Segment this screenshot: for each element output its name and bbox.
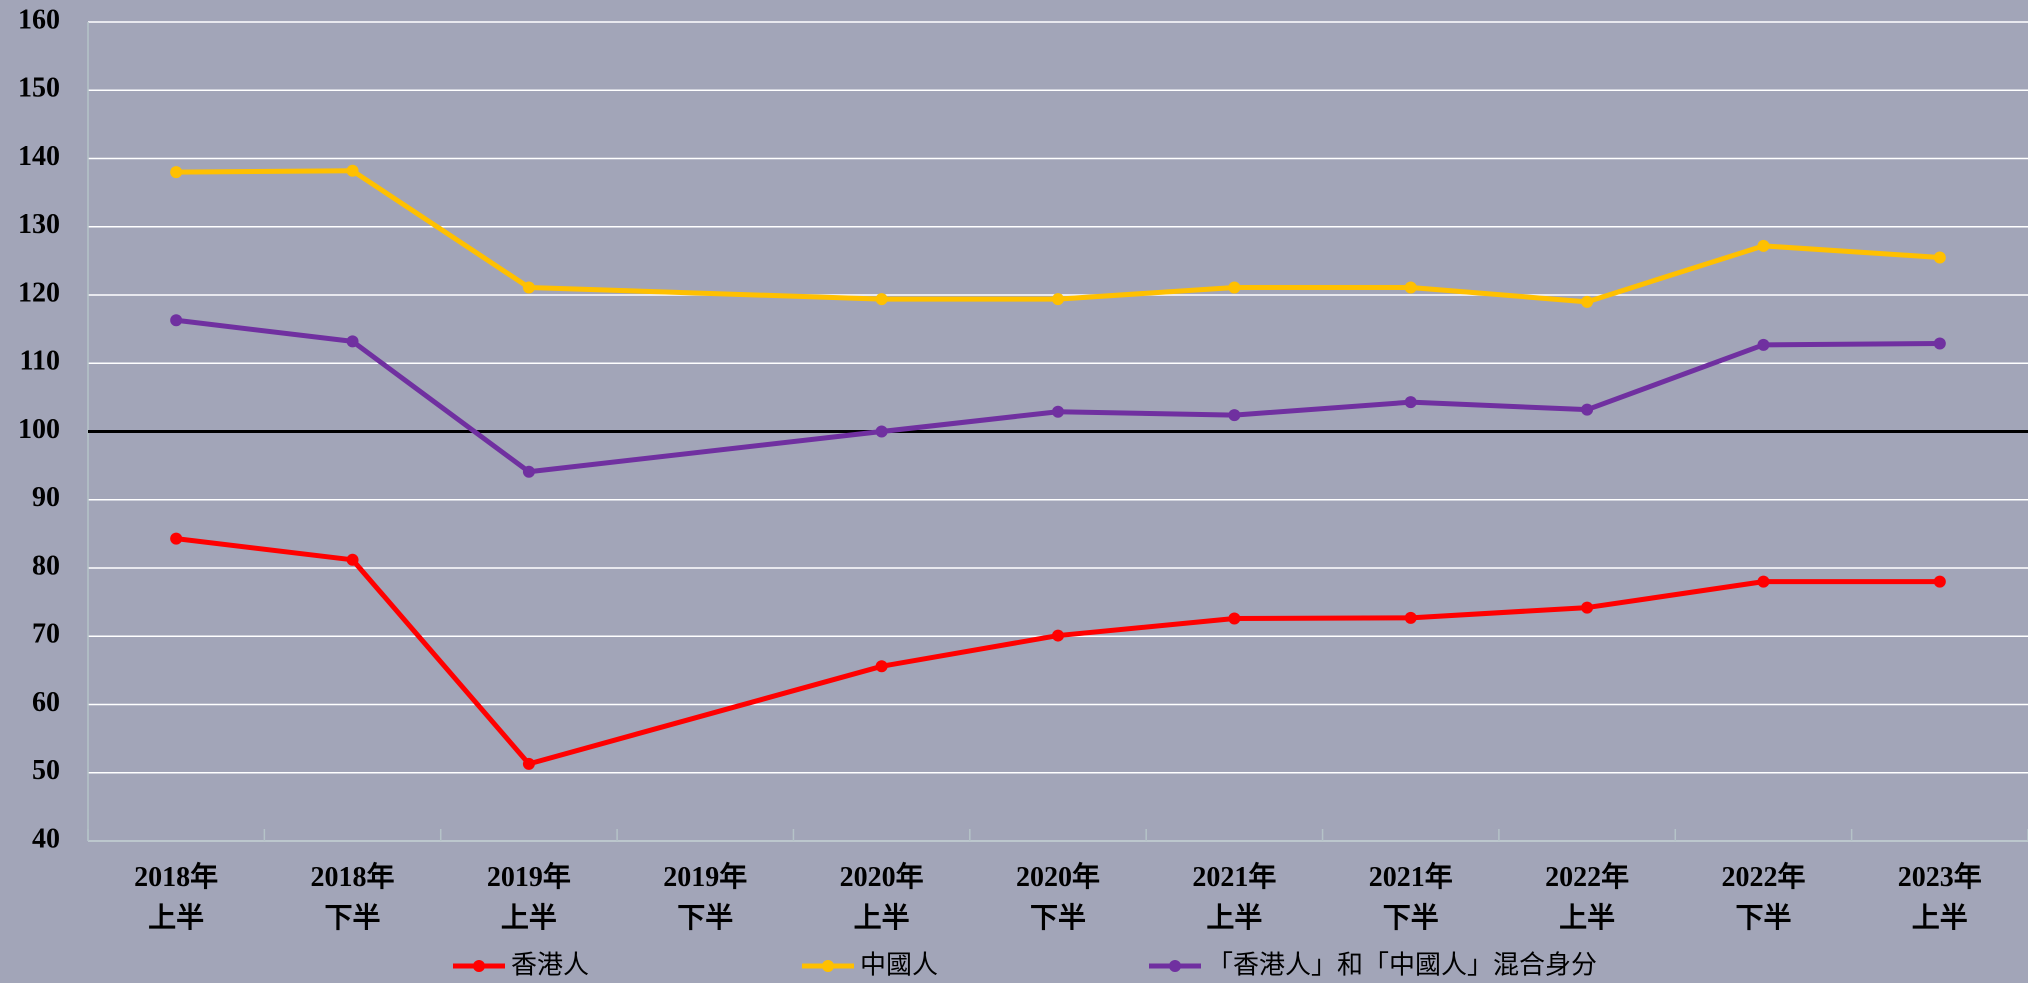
line-segment: [1408, 284, 1590, 305]
point: [346, 553, 359, 566]
x-tick-label: 2020年上半: [840, 860, 924, 934]
y-tick-label: 70: [32, 619, 60, 650]
point: [522, 465, 535, 478]
point: [1404, 611, 1417, 624]
y-tick-label: 100: [18, 414, 60, 445]
point: [522, 757, 535, 770]
line-segment: [526, 284, 885, 302]
point: [1404, 396, 1417, 409]
y-tick-label: 110: [20, 346, 60, 377]
line-segment: [1584, 243, 1766, 305]
point: [1052, 629, 1064, 642]
legend-marker: [822, 960, 834, 972]
line-segment: [1584, 579, 1766, 611]
y-tick-label: 140: [18, 141, 60, 172]
y-tick-label: 50: [32, 755, 60, 786]
point: [1933, 251, 1946, 264]
line-segment: [350, 338, 532, 475]
point: [1581, 295, 1594, 308]
line-segment: [1408, 399, 1590, 413]
line-segment: [173, 317, 356, 344]
line-segment: [350, 168, 532, 290]
point: [170, 314, 183, 327]
line-segment: [1055, 284, 1237, 302]
y-tick-label: 60: [32, 687, 60, 718]
point: [1757, 575, 1770, 588]
y-tick-label: 80: [32, 550, 60, 581]
y-tick-label: 90: [32, 482, 60, 513]
line-segment: [526, 663, 885, 767]
line-segment: [1760, 243, 1943, 260]
line-segment: [879, 633, 1061, 669]
point: [1933, 575, 1946, 588]
point: [1052, 405, 1064, 418]
legend-label: 中國人: [860, 951, 938, 981]
line-segment: [173, 536, 356, 563]
x-tick-label: 2018年上半: [134, 860, 218, 934]
point: [170, 166, 183, 179]
line-segment: [1055, 409, 1237, 418]
line-segment: [1408, 605, 1590, 621]
y-tick-label: 130: [18, 209, 60, 240]
point: [875, 293, 888, 306]
point: [1581, 403, 1594, 416]
legend-label: 香港人: [511, 951, 589, 981]
line-segment: [1584, 342, 1766, 413]
x-tick-label: 2023年上半: [1898, 860, 1982, 934]
y-tick-label: 160: [18, 4, 60, 35]
x-tick-label: 2022年上半: [1545, 860, 1629, 934]
point: [522, 281, 535, 294]
line-segment: [173, 168, 356, 175]
point: [1404, 281, 1417, 294]
line-segment: [526, 429, 885, 475]
point: [1228, 612, 1241, 625]
point: [1581, 601, 1594, 614]
x-tick-label: 2019年上半: [487, 860, 571, 934]
point: [1052, 293, 1064, 306]
x-tick-label: 2018年下半: [311, 860, 395, 934]
line-segment: [879, 409, 1061, 434]
x-tick-label: 2021年上半: [1192, 860, 1276, 934]
legend-marker: [473, 960, 485, 972]
point: [1228, 409, 1241, 422]
line-segment: [1231, 615, 1414, 622]
line-segment: [1055, 616, 1237, 639]
y-tick-label: 120: [18, 277, 60, 308]
x-tick-label: 2022年下半: [1721, 860, 1805, 934]
point: [1757, 338, 1770, 351]
point: [1933, 337, 1946, 350]
line-segment: [1231, 399, 1414, 418]
y-tick-label: 150: [18, 73, 60, 104]
y-tick-label: 40: [32, 823, 60, 854]
legend-marker: [1169, 960, 1181, 972]
x-tick-label: 2021年下半: [1369, 860, 1453, 934]
line-segment: [350, 557, 532, 767]
legend-label: 「香港人」和「中國人」混合身分: [1207, 951, 1597, 981]
x-tick-label: 2019年下半: [663, 860, 747, 934]
point: [170, 532, 183, 545]
point: [346, 164, 359, 177]
x-tick-label: 2020年下半: [1016, 860, 1100, 934]
point: [1228, 281, 1241, 294]
point: [1757, 239, 1770, 252]
point: [346, 335, 359, 348]
line-segment: [1760, 340, 1943, 348]
point: [875, 425, 888, 438]
point: [875, 660, 888, 673]
